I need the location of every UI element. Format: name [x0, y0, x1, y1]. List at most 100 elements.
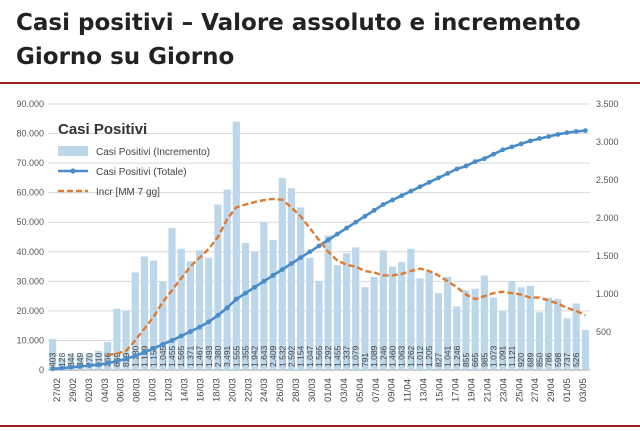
total-cases-point	[298, 255, 304, 261]
increment-bar	[563, 318, 571, 370]
total-cases-point	[573, 129, 579, 134]
increment-bar	[232, 121, 240, 370]
page-title: Casi positivi – Valore assoluto e increm…	[16, 6, 616, 74]
increment-bar	[499, 310, 507, 370]
total-cases-point	[105, 360, 111, 366]
x-tick-label: 04/03	[100, 378, 111, 402]
bar-value-label: 310	[94, 353, 104, 367]
increment-bar	[444, 276, 452, 370]
increment-bar	[315, 281, 323, 370]
bar-value-label: 1.246	[378, 345, 388, 367]
increment-bar	[58, 358, 66, 370]
y-tick-label: 20.000	[16, 306, 44, 316]
bar-value-label: 1.205	[424, 345, 434, 367]
total-cases-point	[96, 362, 101, 368]
total-cases-point	[334, 231, 340, 237]
bar-value-label: 1.555	[231, 345, 241, 367]
bar-value-label: 349	[75, 353, 85, 367]
bar-value-label: 598	[553, 353, 563, 367]
y2-tick-label: 1.500	[596, 251, 619, 261]
x-tick-label: 25/04	[514, 378, 525, 402]
total-cases-point	[114, 358, 120, 364]
y-tick-label: 70.000	[16, 158, 44, 168]
bar-value-label: 1.246	[452, 345, 462, 367]
increment-bar	[260, 222, 268, 370]
total-cases-point	[399, 193, 405, 199]
increment-bar	[462, 290, 470, 370]
total-cases-point	[261, 278, 267, 284]
increment-bar	[434, 293, 443, 370]
positive-cases-chart: 4031283443492703103666698291.2801.1891.1…	[16, 99, 619, 402]
increment-bar	[508, 281, 516, 370]
x-tick-label: 09/04	[387, 378, 398, 402]
x-tick-label: 03/05	[578, 378, 589, 402]
total-cases-point	[77, 364, 83, 369]
bar-value-label: 2.409	[268, 345, 278, 367]
x-tick-label: 27/02	[52, 378, 63, 402]
total-cases-point	[252, 284, 258, 290]
total-cases-point	[289, 261, 294, 266]
increment-bar	[278, 177, 286, 370]
y2-tick-label: 2.000	[596, 213, 619, 223]
bar-value-label: 1.565	[314, 345, 324, 367]
total-cases-point	[197, 324, 202, 330]
page-title-line-1: Casi positivi – Valore assoluto e increm…	[16, 10, 581, 36]
bar-value-label: 1.045	[158, 345, 168, 367]
bar-value-label: 1.337	[342, 345, 352, 367]
y2-tick-label: 3.500	[596, 99, 619, 109]
legend-label-increment: Casi Positivi (Incremento)	[96, 147, 210, 158]
total-cases-point	[344, 225, 349, 231]
x-tick-label: 21/04	[482, 378, 493, 402]
total-cases-point	[169, 338, 175, 343]
x-tick-label: 29/02	[68, 378, 79, 402]
total-cases-point	[325, 237, 331, 243]
increment-bar	[554, 299, 562, 370]
bar-value-label: 1.467	[195, 345, 205, 367]
total-cases-point	[426, 179, 432, 185]
increment-bar	[269, 239, 277, 370]
increment-bar	[177, 248, 185, 370]
y-tick-label: 0	[39, 365, 44, 375]
increment-bar	[297, 207, 305, 370]
bar-value-label: 1.079	[351, 345, 361, 367]
bar-value-label: 985	[479, 353, 489, 367]
total-cases-point	[243, 290, 248, 296]
increment-bar	[49, 338, 57, 370]
increment-bar	[85, 353, 93, 370]
total-cases-point	[206, 319, 212, 325]
increment-bar	[352, 247, 360, 370]
bar-value-label: 1.565	[176, 345, 186, 367]
total-cases-point	[50, 366, 55, 372]
total-cases-point	[307, 249, 313, 255]
legend-label-total: Casi Positivi (Totale)	[96, 167, 187, 178]
total-cases-point	[472, 159, 478, 165]
x-tick-label: 01/04	[323, 378, 334, 402]
y-tick-label: 80.000	[16, 129, 44, 139]
x-tick-label: 02/03	[84, 378, 95, 402]
title-divider	[0, 82, 640, 84]
bar-value-label: 1.455	[332, 345, 342, 367]
x-tick-label: 12/03	[164, 378, 175, 402]
total-cases-point	[463, 163, 469, 169]
x-tick-label: 14/03	[180, 378, 191, 402]
total-cases-point	[142, 349, 147, 355]
increment-bar	[113, 308, 121, 370]
increment-bar	[489, 297, 498, 370]
x-tick-label: 26/03	[275, 378, 286, 402]
increment-bar	[416, 278, 424, 370]
increment-bar	[535, 312, 544, 370]
increment-bar	[287, 188, 296, 370]
moving-average-line	[107, 197, 586, 357]
bar-value-label: 1.063	[397, 345, 407, 367]
bar-value-label: 1.121	[507, 345, 517, 367]
increment-bar	[94, 350, 103, 370]
bar-value-label: 1.150	[149, 345, 159, 367]
legend-label-moving-average: Incr [MM 7 gg]	[96, 187, 160, 198]
increment-bar	[453, 306, 461, 370]
bar-value-label: 850	[534, 353, 544, 367]
increment-bar	[205, 257, 213, 370]
y-tick-label: 30.000	[16, 276, 44, 286]
total-cases-point	[454, 166, 460, 172]
x-tick-label: 03/04	[339, 378, 350, 402]
total-cases-point	[546, 134, 552, 139]
